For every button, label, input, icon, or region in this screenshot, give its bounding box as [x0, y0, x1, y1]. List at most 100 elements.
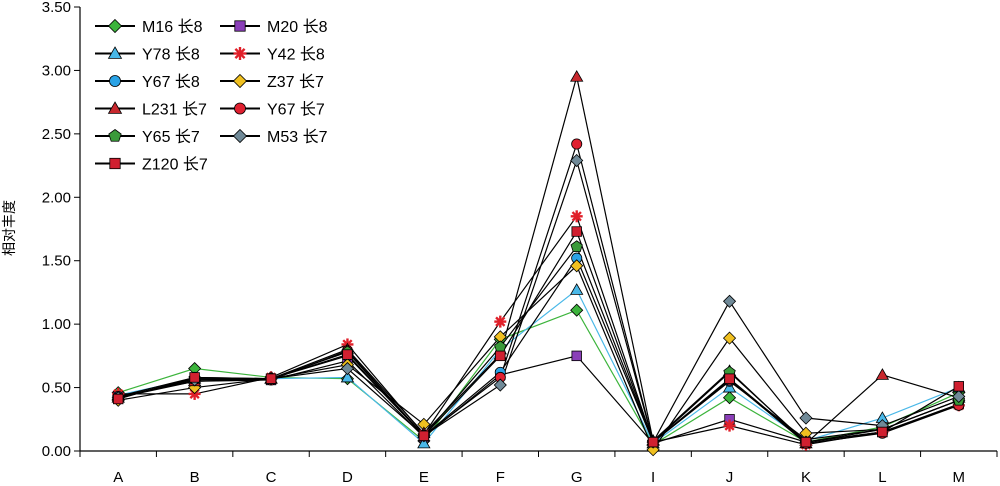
y-tick-label: 1.00	[42, 316, 71, 333]
data-point	[417, 436, 431, 449]
series-line	[118, 245, 960, 444]
legend-marker	[107, 101, 123, 114]
series-line	[118, 355, 959, 445]
legend-marker	[107, 46, 123, 59]
data-point	[418, 430, 430, 441]
data-point	[570, 210, 583, 223]
y-tick-label: 3.00	[42, 62, 71, 79]
data-point	[113, 393, 124, 405]
legend-label: M53 长7	[267, 128, 328, 146]
data-point	[340, 370, 355, 383]
data-point	[724, 373, 735, 384]
series-line	[118, 230, 960, 444]
legend-label: Y67 长8	[142, 73, 200, 91]
series-markers	[111, 69, 966, 457]
data-point	[722, 331, 737, 345]
x-tick-label: F	[496, 469, 505, 486]
legend-marker	[233, 47, 247, 60]
y-tick-label: 0.50	[42, 380, 71, 397]
legend-item: Y78 长8	[95, 46, 200, 64]
x-tick-label: I	[651, 469, 655, 486]
data-point	[340, 361, 355, 376]
data-point	[571, 138, 583, 150]
data-point	[570, 303, 584, 317]
data-point	[570, 69, 584, 82]
data-point	[571, 350, 582, 362]
y-axis-label: 相对丰度	[1, 200, 17, 256]
x-tick-label: D	[342, 469, 353, 486]
legend-item: Z37 长7	[220, 73, 324, 91]
y-tick-label: 0.00	[42, 443, 71, 460]
x-tick-label: B	[190, 469, 200, 486]
data-point	[722, 391, 737, 405]
legend-marker	[232, 73, 248, 89]
legend-label: Y42 长8	[267, 46, 325, 64]
data-point	[570, 153, 584, 168]
x-tick-label: A	[113, 469, 123, 486]
legend-label: L231 长7	[142, 101, 207, 119]
legend-item: Y42 长8	[220, 46, 325, 64]
data-point	[342, 349, 353, 360]
x-tick-label: C	[266, 469, 277, 486]
y-tick-label: 3.50	[42, 0, 71, 16]
legend: M16 长8 M20 长8 Y78 长8 Y42 长8 Y67 长8 Z37 长7 L231…	[95, 18, 328, 174]
y-tick-label: 2.00	[42, 189, 71, 206]
data-point	[646, 443, 660, 457]
data-point	[952, 389, 966, 404]
legend-item: Y67 长8	[95, 73, 200, 91]
data-point	[800, 436, 812, 448]
data-point	[875, 368, 890, 380]
data-point	[799, 411, 813, 425]
data-point	[877, 426, 888, 438]
data-point	[647, 436, 659, 448]
x-tick-label: J	[726, 469, 734, 486]
series-lines	[118, 76, 960, 451]
series-line	[118, 256, 960, 444]
legend-item: M16 长8	[95, 18, 203, 36]
data-point	[570, 283, 584, 295]
legend-item: M20 长8	[220, 18, 328, 36]
series-line	[118, 141, 959, 445]
x-tick-label: G	[571, 469, 583, 486]
legend-label: Y67 长7	[267, 101, 325, 119]
legend-item: L231 长7	[95, 101, 207, 119]
legend-marker	[109, 157, 121, 170]
legend-label: Z120 长7	[142, 156, 208, 174]
data-point	[570, 240, 583, 253]
data-point	[722, 294, 737, 308]
legend-marker	[232, 128, 248, 144]
y-tick-label: 2.50	[42, 126, 71, 143]
series-line	[118, 215, 959, 446]
x-tick-label: M	[953, 469, 966, 486]
legend-marker	[234, 102, 246, 115]
data-point	[953, 381, 964, 392]
legend-item: M53 长7	[220, 128, 328, 146]
data-point	[570, 259, 584, 273]
data-point	[495, 350, 506, 362]
legend-label: Y65 长7	[142, 128, 200, 146]
legend-item: Z120 长7	[95, 156, 208, 174]
legend-marker	[108, 129, 122, 142]
legend-label: Z37 长7	[267, 73, 324, 91]
x-tick-label: E	[419, 469, 429, 486]
legend-label: Y78 长8	[142, 46, 200, 64]
y-tick-label: 1.50	[42, 253, 71, 270]
legend-label: M16 长8	[142, 18, 203, 36]
data-point	[722, 380, 737, 393]
axes: 0.00 0.50 1.00 1.50 2.00 2.50 3.00 3.50 A B C D E F G I…	[42, 0, 998, 486]
data-point	[189, 372, 200, 383]
data-point	[265, 373, 277, 384]
x-tick-label: K	[801, 469, 811, 486]
legend-marker	[107, 18, 123, 34]
x-tick-label: L	[878, 469, 886, 486]
legend-marker	[109, 75, 121, 87]
data-point	[571, 226, 582, 237]
series-line	[118, 309, 960, 446]
data-point	[493, 378, 507, 392]
data-point	[494, 315, 507, 328]
legend-marker	[234, 20, 246, 32]
legend-item: Y65 长7	[95, 128, 200, 146]
legend-item: Y67 长7	[220, 101, 325, 119]
data-point	[723, 419, 736, 432]
